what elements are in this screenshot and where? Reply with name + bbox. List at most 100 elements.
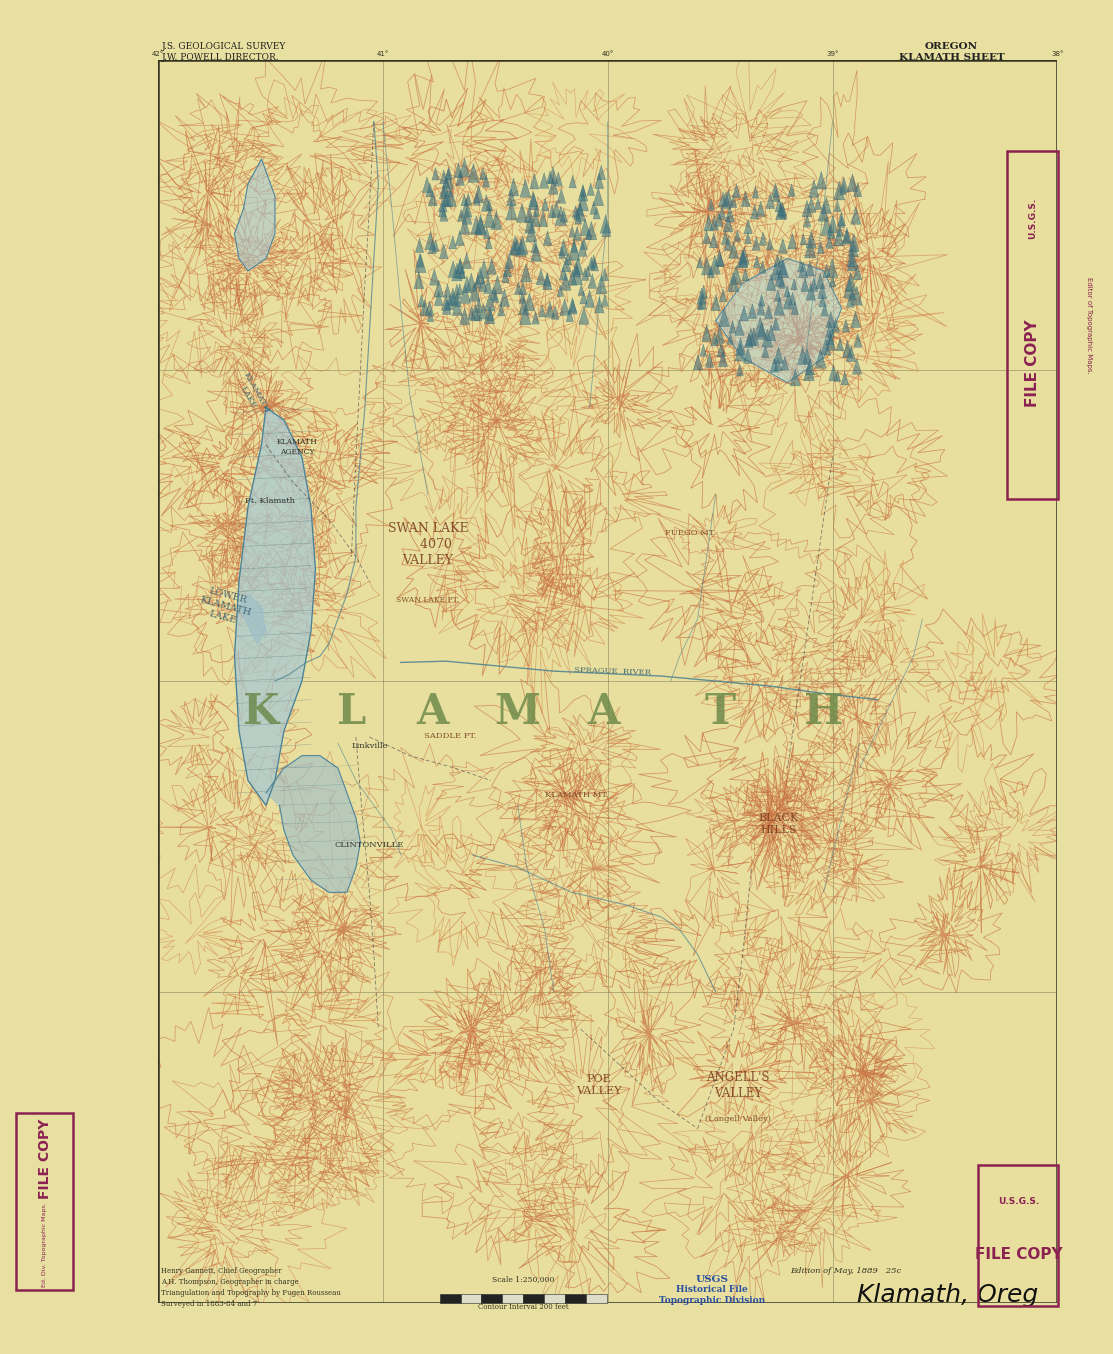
Polygon shape: [784, 286, 790, 297]
Bar: [482, 1294, 502, 1303]
Polygon shape: [835, 371, 840, 382]
Polygon shape: [570, 301, 577, 313]
Polygon shape: [600, 215, 611, 233]
Bar: [17, 1113, 72, 1290]
Polygon shape: [826, 236, 834, 248]
Polygon shape: [432, 240, 439, 252]
Polygon shape: [441, 177, 452, 196]
Polygon shape: [470, 283, 480, 301]
Polygon shape: [730, 196, 737, 207]
Polygon shape: [746, 329, 756, 347]
Polygon shape: [568, 271, 577, 286]
Polygon shape: [485, 237, 492, 249]
Polygon shape: [569, 176, 577, 188]
Polygon shape: [578, 184, 588, 200]
Polygon shape: [770, 357, 779, 372]
Polygon shape: [475, 299, 483, 313]
Polygon shape: [809, 180, 819, 198]
Text: K: K: [244, 691, 279, 733]
Polygon shape: [540, 173, 549, 188]
Polygon shape: [425, 232, 436, 249]
Polygon shape: [518, 236, 528, 255]
Polygon shape: [748, 303, 757, 318]
Polygon shape: [697, 299, 703, 309]
Polygon shape: [775, 290, 781, 302]
Polygon shape: [800, 234, 807, 245]
Polygon shape: [564, 253, 572, 265]
Polygon shape: [492, 290, 499, 302]
Polygon shape: [802, 349, 811, 363]
Polygon shape: [708, 265, 715, 278]
Polygon shape: [749, 328, 759, 345]
Polygon shape: [548, 167, 558, 184]
Text: Topographic Division: Topographic Division: [659, 1296, 766, 1305]
Polygon shape: [455, 232, 464, 245]
Polygon shape: [539, 305, 545, 317]
Polygon shape: [532, 311, 540, 324]
Polygon shape: [595, 275, 607, 294]
Polygon shape: [784, 292, 794, 309]
Polygon shape: [525, 223, 536, 242]
Polygon shape: [579, 307, 589, 324]
Polygon shape: [774, 347, 784, 363]
Polygon shape: [503, 263, 512, 276]
Polygon shape: [721, 232, 729, 244]
Polygon shape: [442, 194, 450, 206]
Polygon shape: [440, 171, 447, 184]
Text: OREGON: OREGON: [925, 42, 978, 51]
Polygon shape: [475, 268, 485, 284]
Polygon shape: [452, 263, 462, 280]
Polygon shape: [843, 227, 851, 244]
Polygon shape: [766, 194, 775, 209]
Polygon shape: [778, 276, 786, 288]
Polygon shape: [776, 256, 787, 275]
Polygon shape: [846, 345, 856, 362]
Polygon shape: [519, 292, 525, 303]
Polygon shape: [798, 347, 808, 364]
Polygon shape: [498, 303, 505, 315]
Polygon shape: [735, 343, 746, 362]
Text: SADDLE PT.: SADDLE PT.: [424, 731, 476, 739]
Polygon shape: [580, 187, 587, 196]
Polygon shape: [524, 207, 534, 223]
Polygon shape: [541, 199, 549, 211]
Polygon shape: [601, 295, 609, 306]
Polygon shape: [801, 278, 809, 291]
Bar: [585, 1294, 607, 1303]
Polygon shape: [827, 259, 838, 278]
Polygon shape: [767, 275, 776, 291]
Polygon shape: [804, 363, 815, 380]
Polygon shape: [471, 217, 482, 234]
Polygon shape: [594, 173, 603, 188]
Bar: [502, 1294, 523, 1303]
Text: FILE COPY: FILE COPY: [1025, 320, 1040, 406]
Polygon shape: [487, 259, 496, 275]
Polygon shape: [520, 306, 531, 325]
Polygon shape: [821, 198, 831, 214]
Polygon shape: [721, 192, 731, 209]
Polygon shape: [466, 274, 476, 291]
Polygon shape: [572, 261, 581, 278]
Polygon shape: [531, 244, 542, 261]
Polygon shape: [529, 194, 539, 210]
Polygon shape: [754, 256, 760, 268]
Text: M: M: [494, 691, 541, 733]
Polygon shape: [442, 169, 454, 188]
Polygon shape: [506, 200, 518, 219]
Polygon shape: [510, 236, 521, 255]
Polygon shape: [423, 177, 432, 192]
Polygon shape: [546, 171, 553, 183]
Text: FUEGO MT.: FUEGO MT.: [664, 529, 716, 538]
Polygon shape: [475, 218, 486, 236]
Polygon shape: [765, 305, 772, 318]
Bar: [461, 1294, 482, 1303]
Polygon shape: [752, 237, 760, 250]
Polygon shape: [739, 306, 748, 321]
Polygon shape: [723, 215, 733, 232]
Polygon shape: [560, 210, 568, 222]
Polygon shape: [462, 276, 472, 292]
Polygon shape: [702, 230, 710, 244]
Polygon shape: [581, 268, 589, 280]
Polygon shape: [570, 240, 578, 252]
Text: Contour Interval 200 feet: Contour Interval 200 feet: [477, 1303, 569, 1311]
